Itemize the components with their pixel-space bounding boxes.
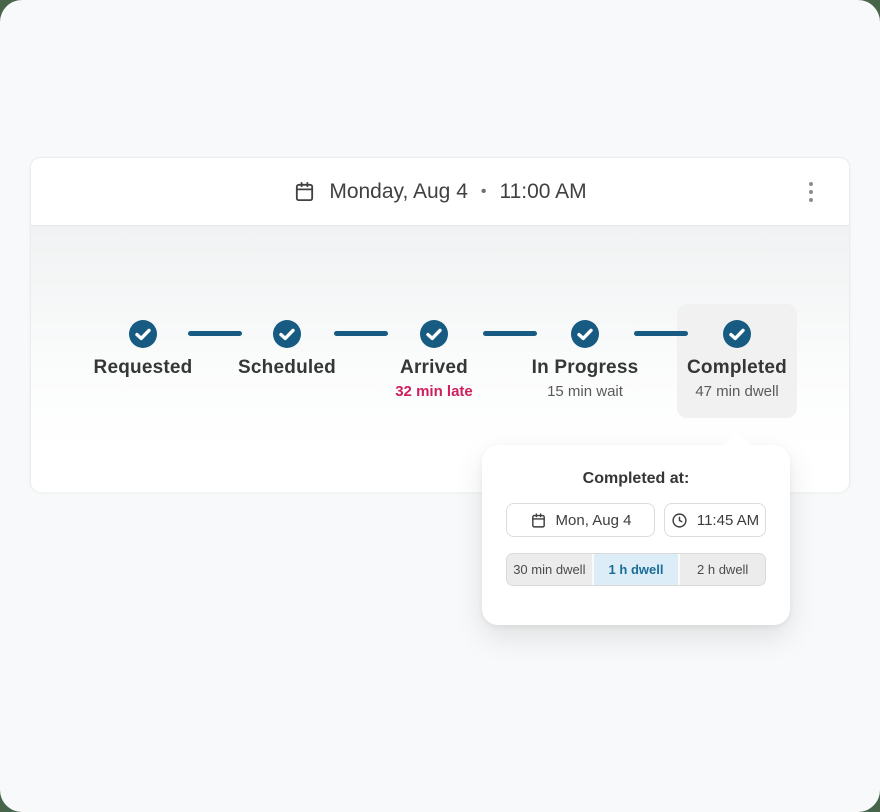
completed-date-value: Mon, Aug 4 — [555, 511, 632, 529]
timeline-connector — [188, 331, 242, 336]
header-date-time: Monday, Aug 4 • 11:00 AM — [293, 179, 587, 204]
step-label: Completed — [687, 357, 787, 378]
step-completed[interactable]: Completed 47 min dwell — [657, 320, 817, 401]
step-label: Arrived — [400, 357, 468, 378]
check-circle-icon — [129, 320, 157, 348]
more-options-button[interactable] — [803, 176, 819, 208]
appointment-header: Monday, Aug 4 • 11:00 AM — [31, 158, 849, 226]
step-label: In Progress — [531, 357, 639, 378]
timeline-connector — [634, 331, 688, 336]
check-circle-icon — [723, 320, 751, 348]
step-sublabel: 15 min wait — [547, 383, 623, 400]
completed-date-button[interactable]: Mon, Aug 4 — [506, 503, 655, 537]
step-sublabel: 47 min dwell — [695, 383, 779, 400]
step-scheduled[interactable]: Scheduled — [207, 320, 367, 401]
dwell-segmented-control: 30 min dwell 1 h dwell 2 h dwell — [506, 553, 766, 586]
dwell-option-30min[interactable]: 30 min dwell — [507, 554, 592, 585]
completed-time-button[interactable]: 11:45 AM — [664, 503, 766, 537]
dwell-option-1h[interactable]: 1 h dwell — [591, 554, 679, 585]
step-sublabel-late: 32 min late — [395, 383, 473, 400]
clock-icon — [672, 512, 687, 528]
check-circle-icon — [420, 320, 448, 348]
timeline-connector — [483, 331, 537, 336]
popover-title: Completed at: — [582, 470, 690, 487]
check-circle-icon — [571, 320, 599, 348]
check-circle-icon — [273, 320, 301, 348]
completed-at-popover: Completed at: Mon, Aug 4 11:45 AM — [482, 431, 790, 625]
dwell-option-2h[interactable]: 2 h dwell — [678, 554, 765, 585]
step-label: Scheduled — [238, 357, 336, 378]
step-in-progress[interactable]: In Progress 15 min wait — [505, 320, 665, 401]
step-arrived[interactable]: Arrived 32 min late — [354, 320, 514, 401]
popover-date-time-row: Mon, Aug 4 11:45 AM — [506, 503, 766, 537]
appointment-card: Monday, Aug 4 • 11:00 AM Requested — [30, 157, 850, 492]
header-separator: • — [480, 182, 487, 200]
header-date: Monday, Aug 4 — [329, 179, 468, 203]
calendar-icon — [293, 180, 316, 203]
calendar-icon — [531, 512, 545, 528]
step-label: Requested — [93, 357, 193, 378]
timeline-connector — [334, 331, 388, 336]
header-time: 11:00 AM — [499, 179, 587, 203]
completed-time-value: 11:45 AM — [696, 511, 760, 529]
step-requested[interactable]: Requested — [63, 320, 223, 401]
